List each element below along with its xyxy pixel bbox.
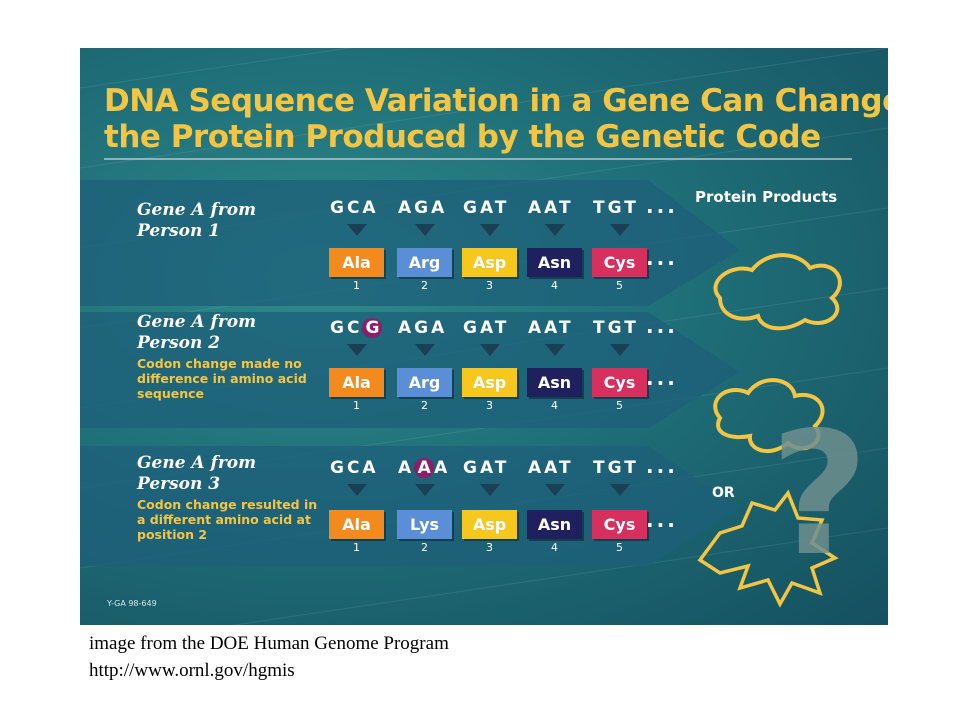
amino-acid-box: Asp <box>462 368 517 397</box>
codon-base: AGA <box>398 318 448 338</box>
codon: TGT <box>593 458 639 478</box>
codon-base: GCA <box>330 198 379 218</box>
codon-ellipsis: ... <box>646 454 678 478</box>
codon-base: GC <box>330 318 363 338</box>
position-number: 1 <box>353 279 360 292</box>
amino-acid-box: Cys <box>592 248 647 277</box>
amino-acid-box: Ala <box>329 368 384 397</box>
protein-loop-3 <box>697 489 839 608</box>
amino-acid-box: Asp <box>462 248 517 277</box>
protein-ellipsis: ... <box>646 246 678 270</box>
codon-base: AAT <box>528 318 574 338</box>
position-number: 3 <box>486 541 493 554</box>
position-number: 5 <box>616 279 623 292</box>
position-number: 4 <box>551 541 558 554</box>
position-number: 5 <box>616 399 623 412</box>
amino-acid-box: Asn <box>527 368 582 397</box>
amino-acid-box: Cys <box>592 368 647 397</box>
amino-acid-box: Asn <box>527 510 582 539</box>
row-note-line: difference in amino acid <box>137 371 307 386</box>
codon-base: TGT <box>593 198 639 218</box>
codon: GAT <box>463 458 509 478</box>
gene-label-line-1: Gene A from <box>137 453 257 473</box>
row-note-line: sequence <box>137 386 205 401</box>
codon-ellipsis: ... <box>646 314 678 338</box>
title-divider <box>104 158 852 160</box>
codon-base: GAT <box>463 318 510 338</box>
position-number: 2 <box>421 399 428 412</box>
codon-base: A <box>434 458 451 478</box>
position-number: 4 <box>551 279 558 292</box>
gene-label-line-1: Gene A from <box>137 312 257 332</box>
amino-acid-box: Cys <box>592 510 647 539</box>
caption-line-1: image from the DOE Human Genome Program <box>89 633 449 654</box>
mutated-base-marker: A <box>414 458 435 478</box>
codon: GAT <box>463 318 509 338</box>
codon: TGT <box>593 198 639 218</box>
position-number: 2 <box>421 541 428 554</box>
codon: GCA <box>330 458 379 478</box>
position-number: 1 <box>353 399 360 412</box>
amino-acid-box: Arg <box>397 248 452 277</box>
codon-base: TGT <box>593 458 639 478</box>
codon-base: AGA <box>398 198 448 218</box>
codon: AGA <box>398 318 447 338</box>
protein-ellipsis: ... <box>646 366 678 390</box>
genetic-code-poster: DNA Sequence Variation in a Gene Can Cha… <box>80 48 888 625</box>
position-number: 5 <box>616 541 623 554</box>
codon: TGT <box>593 318 639 338</box>
row-note-line: position 2 <box>137 527 208 542</box>
amino-acid-box: Lys <box>397 510 452 539</box>
amino-acid-box: Asp <box>462 510 517 539</box>
row-note-line: Codon change resulted in <box>137 497 318 512</box>
protein-loop-1 <box>713 253 842 331</box>
question-mark: ? <box>770 396 869 594</box>
position-number: 2 <box>421 279 428 292</box>
gene-label-line-2: Person 2 <box>137 333 221 353</box>
amino-acid-box: Ala <box>329 510 384 539</box>
protein-ellipsis: ... <box>646 508 678 532</box>
codon-base: GAT <box>463 198 510 218</box>
mutated-base-marker: G <box>362 318 383 338</box>
row-note-line: a different amino acid at <box>137 512 311 527</box>
figure-code: Y-GA 98-649 <box>107 599 157 608</box>
amino-acid-box: Arg <box>397 368 452 397</box>
codon: AAT <box>528 458 574 478</box>
codon-base: TGT <box>593 318 639 338</box>
codon-base: AAT <box>528 198 574 218</box>
gene-label-line-1: Gene A from <box>137 200 257 220</box>
position-number: 3 <box>486 279 493 292</box>
or-label: OR <box>712 485 735 501</box>
title-line-2: the Protein Produced by the Genetic Code <box>104 119 821 155</box>
codon-base: AAT <box>528 458 574 478</box>
codon-base: GCA <box>330 458 379 478</box>
codon: AGA <box>398 198 447 218</box>
codon: AAT <box>528 198 574 218</box>
position-number: 1 <box>353 541 360 554</box>
codon: GC G <box>330 318 383 338</box>
amino-acid-box: Asn <box>527 248 582 277</box>
title-line-1: DNA Sequence Variation in a Gene Can Cha… <box>104 83 888 119</box>
protein-loop-2 <box>713 378 825 454</box>
protein-products-label: Protein Products <box>695 188 838 206</box>
codon: GCA <box>330 198 379 218</box>
codon: AAT <box>528 318 574 338</box>
position-number: 4 <box>551 399 558 412</box>
codon-ellipsis: ... <box>646 194 678 218</box>
caption-line-2: http://www.ornl.gov/hgmis <box>89 660 295 681</box>
position-number: 3 <box>486 399 493 412</box>
gene-label-line-2: Person 1 <box>137 221 221 241</box>
codon-arrows <box>347 224 630 496</box>
row-note-line: Codon change made no <box>137 356 302 371</box>
codon-base: A <box>398 458 415 478</box>
gene-label-line-2: Person 3 <box>137 474 221 494</box>
amino-acid-box: Ala <box>329 248 384 277</box>
codon: GAT <box>463 198 509 218</box>
codon-base: GAT <box>463 458 510 478</box>
